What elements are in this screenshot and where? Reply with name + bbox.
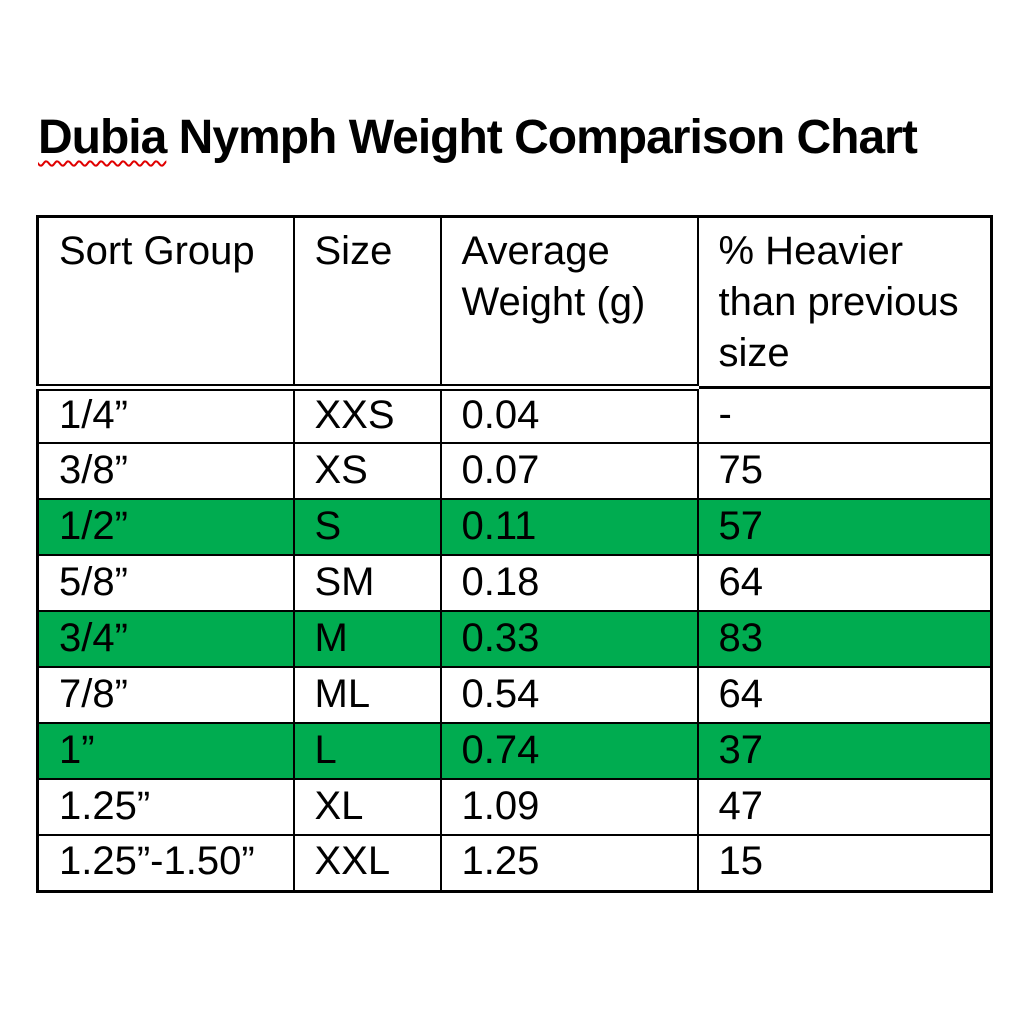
cell-sort-group: 1” xyxy=(36,722,295,781)
cell-sort-group: 1/4” xyxy=(36,386,295,445)
cell-sort-group: 3/8” xyxy=(36,442,295,501)
cell-pct-heavier: 64 xyxy=(696,554,993,613)
col-header-average-weight: Average Weight (g) xyxy=(439,215,699,391)
cell-sort-group: 1.25”-1.50” xyxy=(36,834,295,893)
page-title: Dubia Nymph Weight Comparison Chart xyxy=(38,110,918,165)
header-row: Sort Group Size Average Weight (g) % Hea… xyxy=(36,215,993,391)
table-row-xxl: 1.25”-1.50” XXL 1.25 15 xyxy=(36,834,993,893)
cell-average-weight: 0.04 xyxy=(439,386,699,445)
col-header-pct-heavier: % Heavier than previous size xyxy=(696,215,993,389)
cell-size: ML xyxy=(292,666,442,725)
cell-size: SM xyxy=(292,554,442,613)
table-row-xxs: 1/4” XXS 0.04 - xyxy=(36,386,993,445)
misspelled-word-dubia: Dubia xyxy=(38,111,167,164)
cell-sort-group: 7/8” xyxy=(36,666,295,725)
col-header-size: Size xyxy=(292,215,442,391)
cell-pct-heavier: 57 xyxy=(696,498,993,557)
table-row-l-highlighted: 1” L 0.74 37 xyxy=(36,722,993,781)
cell-average-weight: 0.07 xyxy=(439,442,699,501)
cell-average-weight: 0.54 xyxy=(439,666,699,725)
cell-average-weight: 1.09 xyxy=(439,778,699,837)
cell-average-weight: 0.74 xyxy=(439,722,699,781)
cell-pct-heavier: 83 xyxy=(696,610,993,669)
cell-sort-group: 1.25” xyxy=(36,778,295,837)
cell-pct-heavier: 15 xyxy=(696,834,993,893)
table-row-s-highlighted: 1/2” S 0.11 57 xyxy=(36,498,993,557)
cell-pct-heavier: 47 xyxy=(696,778,993,837)
cell-average-weight: 1.25 xyxy=(439,834,699,893)
col-header-sort-group: Sort Group xyxy=(36,215,295,391)
cell-sort-group: 1/2” xyxy=(36,498,295,557)
weight-comparison-table: Sort Group Size Average Weight (g) % Hea… xyxy=(36,215,993,893)
cell-sort-group: 5/8” xyxy=(36,554,295,613)
cell-sort-group: 3/4” xyxy=(36,610,295,669)
page-title-rest: Nymph Weight Comparison Chart xyxy=(166,111,918,164)
cell-size: S xyxy=(292,498,442,557)
cell-size: XL xyxy=(292,778,442,837)
cell-average-weight: 0.11 xyxy=(439,498,699,557)
table-row-xl: 1.25” XL 1.09 47 xyxy=(36,778,993,837)
cell-average-weight: 0.33 xyxy=(439,610,699,669)
cell-average-weight: 0.18 xyxy=(439,554,699,613)
table-row-xs: 3/8” XS 0.07 75 xyxy=(36,442,993,501)
cell-pct-heavier: - xyxy=(696,386,993,445)
cell-size: XXS xyxy=(292,386,442,445)
cell-size: XXL xyxy=(292,834,442,893)
cell-pct-heavier: 75 xyxy=(696,442,993,501)
table-row-ml: 7/8” ML 0.54 64 xyxy=(36,666,993,725)
cell-size: L xyxy=(292,722,442,781)
cell-pct-heavier: 37 xyxy=(696,722,993,781)
table-row-sm: 5/8” SM 0.18 64 xyxy=(36,554,993,613)
cell-size: M xyxy=(292,610,442,669)
table-row-m-highlighted: 3/4” M 0.33 83 xyxy=(36,610,993,669)
cell-size: XS xyxy=(292,442,442,501)
cell-pct-heavier: 64 xyxy=(696,666,993,725)
